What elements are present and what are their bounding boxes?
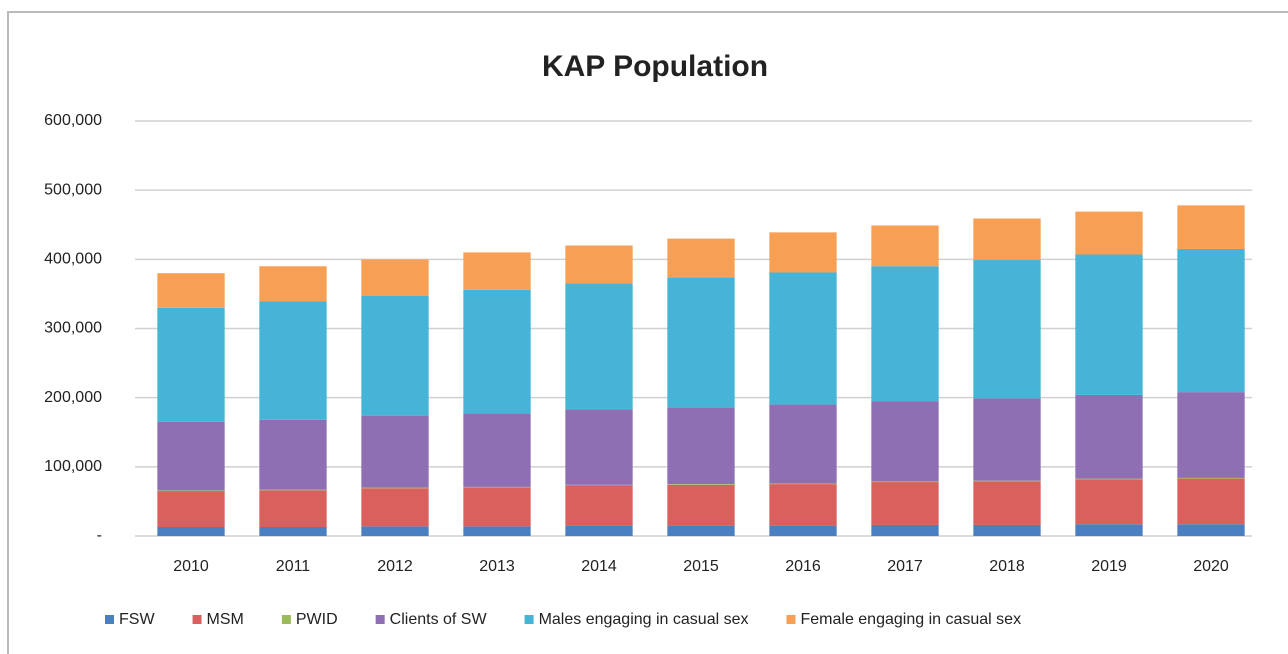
- bar-segment: [157, 421, 225, 491]
- bar-segment: [871, 225, 939, 267]
- bar-segment: [973, 218, 1041, 261]
- bar-segment: [565, 485, 633, 526]
- bar-segment: [769, 483, 837, 485]
- bar-segment: [769, 484, 837, 526]
- bar-segment: [463, 487, 531, 527]
- bar-segment: [667, 484, 735, 526]
- legend-label: Clients of SW: [390, 611, 488, 628]
- bar-segment: [1177, 477, 1245, 479]
- legend-label: Males engaging in casual sex: [539, 611, 749, 628]
- bar-segment: [361, 526, 429, 536]
- bar-segment: [667, 407, 735, 485]
- bar-segment: [463, 526, 531, 536]
- bar-segment: [769, 272, 837, 405]
- bar-segment: [463, 486, 531, 488]
- bar-segment: [973, 481, 1041, 525]
- legend-label: FSW: [119, 611, 155, 628]
- x-tick-label: 2015: [683, 558, 719, 575]
- x-tick-label: 2013: [479, 558, 515, 575]
- legend-swatch: [375, 615, 385, 624]
- bar-segment: [1177, 392, 1245, 478]
- bar-segment: [157, 527, 225, 536]
- bar-segment: [259, 419, 327, 490]
- bar-segment: [973, 398, 1041, 481]
- bar-segment: [565, 245, 633, 284]
- bar-segment: [463, 289, 531, 414]
- legend-swatch: [192, 615, 202, 624]
- bar-segment: [667, 484, 735, 485]
- bar-segment: [769, 525, 837, 536]
- bar-segment: [259, 266, 327, 302]
- bar-segment: [871, 266, 939, 402]
- y-tick-label: -: [97, 527, 102, 544]
- bar-segment: [565, 283, 633, 410]
- bar-segment: [361, 488, 429, 527]
- bar-segment: [463, 413, 531, 487]
- legend-label: PWID: [296, 611, 338, 628]
- bar-segment: [871, 401, 939, 482]
- bar-segment: [871, 482, 939, 525]
- bar-segment: [565, 484, 633, 486]
- x-tick-label: 2018: [989, 558, 1025, 575]
- bar-segment: [667, 238, 735, 278]
- bar-segment: [1177, 205, 1245, 249]
- legend-swatch: [786, 615, 796, 624]
- bar-segment: [667, 277, 735, 408]
- bar-segment: [1075, 479, 1143, 525]
- x-tick-label: 2016: [785, 558, 821, 575]
- bar-segment: [1075, 478, 1143, 480]
- bar-segment: [157, 491, 225, 528]
- x-tick-label: 2011: [276, 558, 311, 575]
- bar-segment: [871, 524, 939, 536]
- bar-segment: [1075, 254, 1143, 395]
- bar-segment: [973, 260, 1041, 399]
- bar-segment: [1075, 394, 1143, 479]
- bar-segment: [973, 480, 1041, 482]
- bar-segment: [157, 490, 225, 492]
- y-tick-label: 100,000: [44, 458, 102, 475]
- bar-segment: [463, 252, 531, 290]
- bar-segment: [361, 487, 429, 489]
- bar-segment: [157, 307, 225, 422]
- bar-segment: [361, 295, 429, 416]
- bar-segment: [259, 527, 327, 536]
- bar-segment: [667, 525, 735, 536]
- bar-segment: [1075, 524, 1143, 536]
- bar-segment: [973, 524, 1041, 536]
- legend-swatch: [281, 615, 291, 624]
- legend-swatch: [105, 615, 114, 624]
- legend-label: Female engaging in casual sex: [800, 611, 1021, 628]
- x-tick-label: 2017: [887, 558, 923, 575]
- bar-segment: [1075, 211, 1143, 255]
- y-tick-label: 300,000: [44, 320, 102, 337]
- bar-segment: [361, 259, 429, 296]
- legend-swatch: [524, 615, 534, 624]
- bar-segment: [259, 490, 327, 528]
- x-tick-label: 2010: [173, 558, 209, 575]
- bar-segment: [259, 301, 327, 420]
- bar-segment: [871, 481, 939, 483]
- x-tick-label: 2012: [377, 558, 413, 575]
- y-tick-label: 200,000: [44, 389, 102, 406]
- y-tick-label: 400,000: [44, 251, 102, 268]
- bar-segment: [157, 273, 225, 308]
- bar-segment: [769, 404, 837, 484]
- y-tick-label: 600,000: [44, 112, 102, 129]
- y-tick-label: 500,000: [44, 181, 102, 198]
- x-tick-label: 2020: [1193, 558, 1229, 575]
- legend-label: MSM: [207, 611, 244, 628]
- chart-title: KAP Population: [542, 50, 768, 83]
- bar-segment: [769, 232, 837, 273]
- bar-segment: [565, 409, 633, 485]
- bar-segment: [361, 415, 429, 488]
- x-tick-label: 2019: [1091, 558, 1127, 575]
- bar-segment: [1177, 524, 1245, 536]
- bar-segment: [1177, 478, 1245, 525]
- bar-segment: [259, 489, 327, 491]
- bar-segment: [565, 525, 633, 536]
- x-tick-label: 2014: [581, 558, 617, 575]
- bar-segment: [1177, 248, 1245, 393]
